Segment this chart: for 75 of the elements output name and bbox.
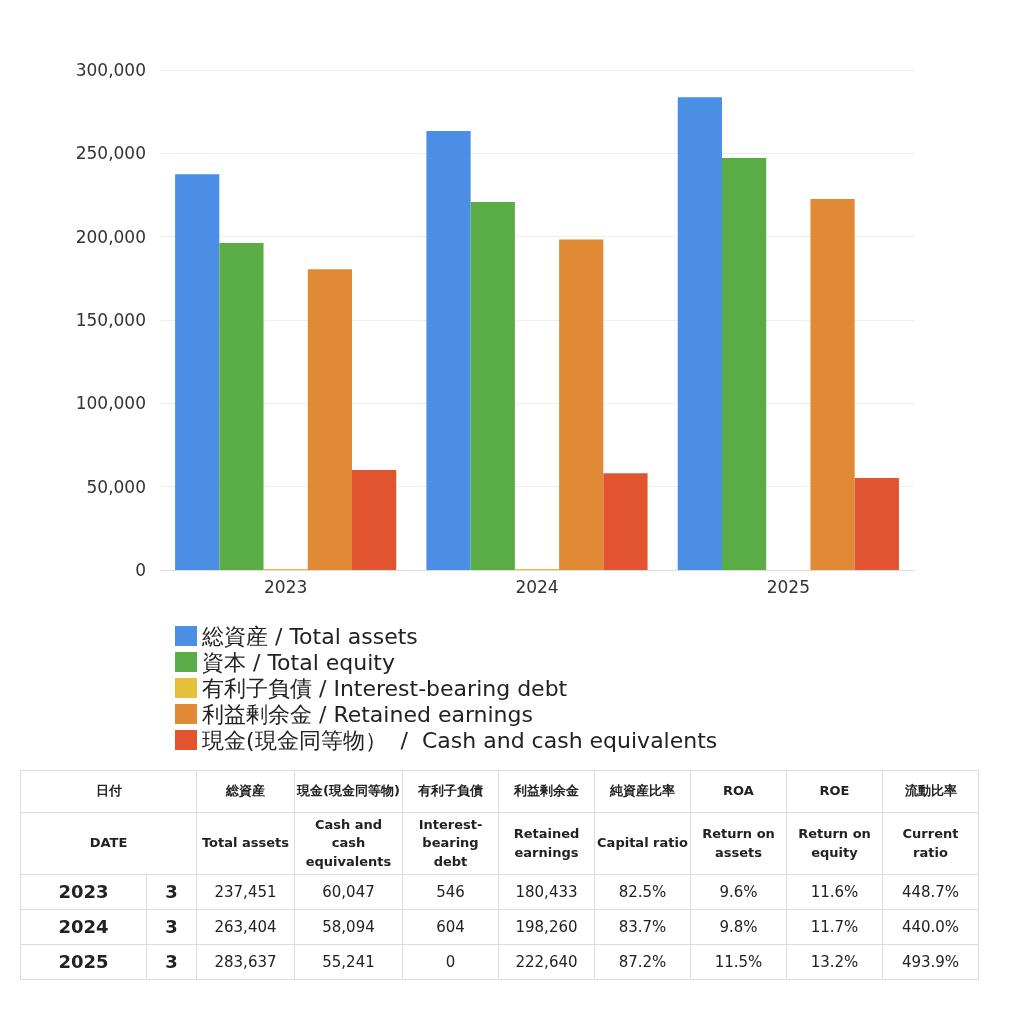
legend-label: 有利子負債 / Interest-bearing debt <box>202 675 568 701</box>
text: 9.6% <box>719 882 758 901</box>
y-tick-label: 50,000 <box>86 476 146 497</box>
text: 87.2% <box>618 952 667 971</box>
text: ROA <box>723 783 754 799</box>
text: DATE <box>89 835 128 851</box>
bar <box>175 174 220 570</box>
y-tick-label: 150,000 <box>75 310 146 330</box>
text: 2024 <box>58 916 109 938</box>
text: ROE <box>819 783 850 799</box>
text: 604 <box>436 917 465 936</box>
text: 58,094 <box>322 917 375 936</box>
text: 純資産比率 <box>610 783 675 799</box>
text: 493.9% <box>901 952 960 971</box>
text: 283,637 <box>214 952 277 971</box>
text: 11.7% <box>810 917 859 936</box>
text: 2023 <box>58 881 109 903</box>
text: 日付 <box>95 783 122 799</box>
text: Return on equity <box>798 826 871 860</box>
text: Retained earnings <box>513 826 580 860</box>
y-tick-label: 300,000 <box>75 60 146 80</box>
text: 利益剰余金 <box>514 783 579 799</box>
bar <box>426 130 471 570</box>
text: 180,433 <box>515 882 578 901</box>
text: 222,640 <box>515 952 578 971</box>
text: 3 <box>165 951 178 973</box>
x-tick-label: 2023 <box>264 576 308 597</box>
x-tick-label: 2024 <box>515 576 559 597</box>
text: 2025 <box>58 951 109 973</box>
legend-label: 利益剰余金 / Retained earnings <box>202 701 533 727</box>
text: 13.2% <box>810 952 859 971</box>
text: 263,404 <box>214 917 277 936</box>
bar <box>307 269 353 570</box>
bar <box>854 477 899 570</box>
text: 11.5% <box>714 952 763 971</box>
text: Return on assets <box>702 826 775 860</box>
text: Interest-bearing debt <box>418 817 483 869</box>
text: 55,241 <box>322 952 375 971</box>
text: Current ratio <box>902 826 959 860</box>
x-tick-label: 2025 <box>766 576 810 597</box>
text: 有利子負債 <box>418 783 483 799</box>
text: 3 <box>165 916 178 938</box>
bar <box>810 198 855 570</box>
text: 237,451 <box>214 882 277 901</box>
text: 現金(現金同等物) <box>297 783 400 799</box>
text: 0 <box>445 952 456 971</box>
bar <box>677 97 722 570</box>
text: 82.5% <box>618 882 667 901</box>
y-tick-label: 0 <box>135 560 146 580</box>
text: Cash and cash equivalents <box>305 817 392 869</box>
text: 198,260 <box>515 917 578 936</box>
bar <box>352 469 397 570</box>
text: 総資産 <box>226 783 265 799</box>
legend-label: 現金(現金同等物） / Cash and cash equivalents <box>202 727 718 753</box>
text: 83.7% <box>618 917 667 936</box>
y-tick-label: 200,000 <box>75 226 146 247</box>
legend-label: 資本 / Total equity <box>202 649 395 675</box>
text: Capital ratio <box>597 835 688 851</box>
bar <box>603 473 648 570</box>
y-tick-label: 250,000 <box>75 143 146 164</box>
text: 11.6% <box>810 882 859 901</box>
text: 440.0% <box>901 917 960 936</box>
y-tick-label: 100,000 <box>75 393 146 414</box>
text: 9.8% <box>719 917 758 936</box>
bar <box>559 239 604 570</box>
text: 60,047 <box>322 882 375 901</box>
text: 546 <box>436 882 465 901</box>
text: 448.7% <box>901 882 960 901</box>
bar <box>219 243 264 570</box>
text: 3 <box>165 881 178 903</box>
bar <box>470 202 515 570</box>
legend-label: 総資産 / Total assets <box>201 623 418 649</box>
text: 流動比率 <box>904 783 957 799</box>
bar <box>721 158 767 570</box>
text: Total assets <box>201 835 290 851</box>
